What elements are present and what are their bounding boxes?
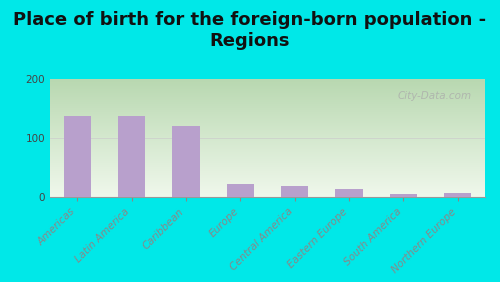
Bar bbox=[390, 195, 417, 197]
Text: City-Data.com: City-Data.com bbox=[398, 91, 472, 101]
Bar bbox=[226, 184, 254, 197]
Bar bbox=[118, 116, 145, 197]
Bar bbox=[64, 116, 91, 197]
Bar bbox=[281, 186, 308, 197]
Bar bbox=[444, 193, 471, 197]
Bar bbox=[172, 126, 200, 197]
Text: Place of birth for the foreign-born population -
Regions: Place of birth for the foreign-born popu… bbox=[14, 11, 486, 50]
Bar bbox=[336, 189, 362, 197]
